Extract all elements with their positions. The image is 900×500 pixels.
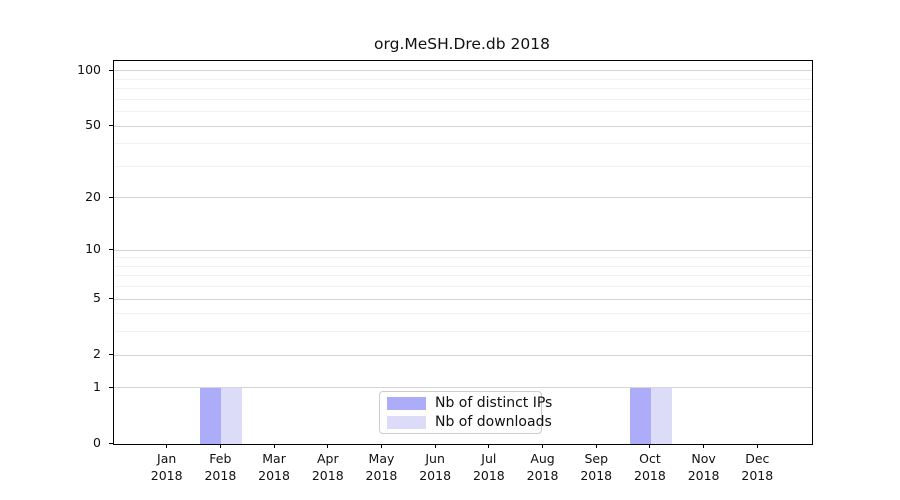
x-tick-year: 2018 [634, 468, 666, 483]
y-tick-mark [109, 125, 113, 127]
x-tick-label: Jun 2018 [403, 450, 467, 484]
chart-title: org.MeSH.Dre.db 2018 [374, 35, 550, 53]
x-tick-mark [542, 444, 544, 448]
y-tick-label: 100 [77, 61, 101, 77]
legend-row: Nb of distinct IPs [380, 395, 552, 411]
minor-gridline [114, 331, 812, 333]
minor-gridline [114, 165, 812, 167]
bar [650, 387, 672, 444]
minor-gridline [114, 257, 812, 259]
x-tick-year: 2018 [258, 468, 290, 483]
x-tick-label: Oct 2018 [618, 450, 682, 484]
legend-swatch [387, 415, 426, 429]
major-gridline [114, 249, 812, 251]
x-tick-label: Jan 2018 [135, 450, 199, 484]
plot-area: Nb of distinct IPs Nb of downloads [113, 60, 813, 445]
x-tick-month: Dec [745, 451, 770, 466]
x-tick-mark [219, 444, 221, 448]
minor-gridline [114, 111, 812, 113]
x-tick-mark [327, 444, 329, 448]
minor-gridline [114, 98, 812, 100]
y-tick-mark [109, 443, 113, 444]
x-tick-year: 2018 [365, 468, 398, 483]
x-tick-label: May 2018 [349, 450, 413, 484]
legend-label: Nb of distinct IPs [435, 395, 553, 411]
x-tick-year: 2018 [150, 468, 183, 483]
x-tick-year: 2018 [741, 468, 774, 483]
legend-label: Nb of downloads [435, 414, 552, 430]
x-tick-mark [380, 444, 382, 448]
x-tick-month: Apr [316, 451, 339, 466]
x-tick-month: Jul [481, 451, 497, 466]
minor-gridline [114, 78, 812, 80]
x-tick-label: Dec 2018 [725, 450, 789, 484]
minor-gridline [114, 143, 812, 145]
x-tick-label: Jul 2018 [457, 450, 521, 484]
y-tick-label: 0 [93, 435, 101, 450]
x-tick-month: Mar [262, 451, 286, 466]
y-tick-label: 10 [85, 241, 101, 257]
x-tick-month: Feb [209, 451, 232, 466]
x-tick-month: Oct [639, 451, 661, 466]
y-tick-mark [109, 196, 113, 198]
x-tick-mark [595, 444, 597, 448]
legend: Nb of distinct IPs Nb of downloads [379, 391, 552, 434]
major-gridline [114, 197, 812, 199]
bar [200, 387, 222, 444]
x-tick-month: Nov [691, 451, 716, 466]
x-tick-mark [488, 444, 490, 448]
y-tick-label: 2 [93, 346, 101, 362]
legend-row: Nb of downloads [380, 414, 552, 430]
minor-gridline [114, 286, 812, 288]
x-tick-year: 2018 [687, 468, 720, 483]
x-tick-month: Aug [530, 451, 555, 466]
x-tick-label: Apr 2018 [296, 450, 360, 484]
x-tick-year: 2018 [311, 468, 344, 483]
x-tick-label: Feb 2018 [188, 450, 252, 484]
x-tick-year: 2018 [472, 468, 505, 483]
y-tick-label: 5 [93, 290, 101, 306]
y-tick-label: 50 [85, 117, 101, 133]
x-tick-year: 2018 [204, 468, 237, 483]
y-tick-mark [109, 298, 113, 300]
x-tick-month: May [368, 451, 395, 466]
bar [221, 387, 243, 444]
major-gridline [114, 354, 812, 356]
x-tick-mark [649, 444, 651, 448]
y-tick-mark [109, 386, 113, 388]
x-tick-mark [434, 444, 436, 448]
x-tick-month: Jun [425, 451, 445, 466]
x-tick-mark [273, 444, 275, 448]
minor-gridline [114, 313, 812, 315]
x-tick-mark [166, 444, 168, 448]
x-tick-year: 2018 [580, 468, 613, 483]
x-tick-month: Sep [584, 451, 608, 466]
y-tick-label: 20 [85, 188, 101, 204]
minor-gridline [114, 88, 812, 90]
minor-gridline [114, 265, 812, 267]
x-tick-label: Nov 2018 [672, 450, 736, 484]
x-tick-year: 2018 [526, 468, 559, 483]
x-tick-label: Aug 2018 [511, 450, 575, 484]
y-tick-mark [109, 69, 113, 71]
major-gridline [114, 70, 812, 72]
x-tick-mark [756, 444, 758, 448]
legend-swatch [387, 396, 426, 410]
y-tick-mark [109, 354, 113, 356]
y-tick-mark [109, 249, 113, 251]
bar [629, 387, 651, 444]
y-tick-label: 1 [93, 378, 101, 394]
major-gridline [114, 125, 812, 127]
x-tick-year: 2018 [419, 468, 452, 483]
x-tick-label: Sep 2018 [564, 450, 628, 484]
x-tick-label: Mar 2018 [242, 450, 306, 484]
major-gridline [114, 387, 812, 389]
x-tick-month: Jan [157, 451, 177, 466]
x-tick-mark [703, 444, 705, 448]
minor-gridline [114, 275, 812, 277]
major-gridline [114, 298, 812, 300]
